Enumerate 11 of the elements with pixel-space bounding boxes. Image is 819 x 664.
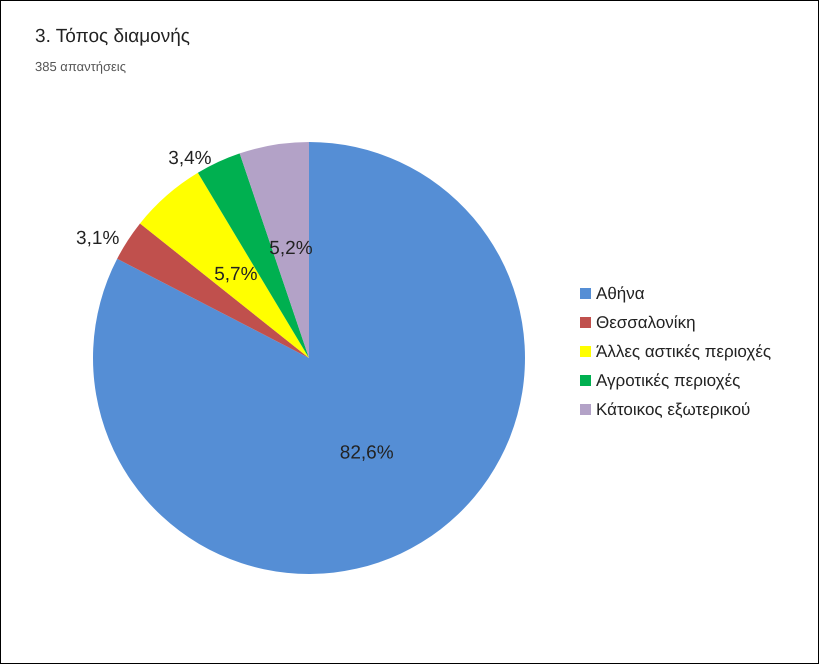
legend-label: Αγροτικές περιοχές [596,371,740,390]
legend-label: Άλλες αστικές περιοχές [596,342,772,361]
legend-label: Κάτοικος εξωτερικού [596,400,750,419]
data-label: 5,7% [214,264,258,286]
data-label: 82,6% [340,442,394,464]
data-label: 3,1% [76,228,120,249]
chart-title: 3. Τόπος διαμονής [35,26,190,47]
legend-label: Θεσσαλονίκη [596,313,696,332]
legend-label: Αθήνα [596,284,645,303]
chart-subtitle: 385 απαντήσεις [35,59,126,74]
data-label: 3,4% [168,148,212,169]
